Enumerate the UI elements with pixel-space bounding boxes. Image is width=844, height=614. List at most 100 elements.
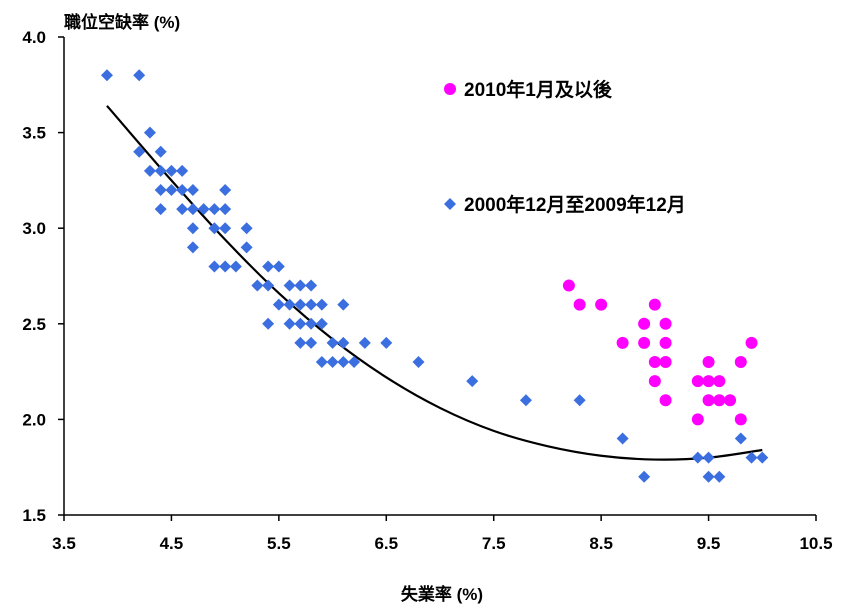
blue-point [187,203,199,215]
blue-point [144,165,156,177]
trend-line-group [107,106,762,460]
blue-point [155,203,167,215]
blue-point [262,318,274,330]
magenta-point [638,318,650,330]
magenta-point [724,394,736,406]
blue-point [219,203,231,215]
legend-label-2000-2009: 2000年12月至2009年12月 [464,193,686,216]
blue-point [273,299,285,311]
blue-point [735,433,747,445]
magenta-point [649,299,661,311]
legend-marker-magenta [444,83,456,95]
blue-point [305,318,317,330]
legend: 2010年1月及以後 2000年12月至2009年12月 [444,78,686,216]
magenta-point [713,375,725,387]
blue-point [187,241,199,253]
blue-point [155,146,167,158]
blue-point [187,222,199,234]
blue-point [337,299,349,311]
blue-point [316,299,328,311]
blue-point [713,471,725,483]
magenta-point [617,337,629,349]
magenta-point [692,375,704,387]
blue-point [617,433,629,445]
blue-point [155,184,167,196]
blue-point [262,280,274,292]
magenta-point [703,375,715,387]
y-tick-label: 3.5 [22,124,46,143]
blue-point [703,471,715,483]
x-tick-label: 9.5 [697,534,721,553]
magenta-point [735,413,747,425]
trend-line [107,106,762,460]
blue-point [219,222,231,234]
magenta-point [660,356,672,368]
magenta-point [692,413,704,425]
legend-marker-blue [444,198,456,210]
blue-point [327,356,339,368]
magenta-point [563,280,575,292]
blue-point [176,203,188,215]
blue-point [251,280,263,292]
magenta-point [574,299,586,311]
magenta-point [660,337,672,349]
y-axis-title: 職位空缺率 (%) [64,12,180,32]
blue-point [101,69,113,81]
magenta-point [660,318,672,330]
blue-point [327,337,339,349]
magenta-point [703,356,715,368]
data-points [101,69,768,483]
blue-point [305,280,317,292]
blue-point [144,127,156,139]
blue-point [359,337,371,349]
blue-point [230,260,242,272]
blue-point [284,280,296,292]
y-tick-label: 4.0 [22,28,46,47]
y-tick-label: 1.5 [22,506,46,525]
blue-point [241,222,253,234]
blue-point [337,337,349,349]
blue-point [241,241,253,253]
magenta-point [638,337,650,349]
blue-point [520,394,532,406]
magenta-point [735,356,747,368]
magenta-point [713,394,725,406]
blue-point [638,471,650,483]
x-tick-label: 4.5 [160,534,184,553]
blue-point [208,203,220,215]
blue-point [262,260,274,272]
x-tick-label: 6.5 [374,534,398,553]
x-tick-label: 5.5 [267,534,291,553]
magenta-point [703,394,715,406]
blue-point [756,452,768,464]
x-tick-label: 10.5 [799,534,832,553]
legend-label-2010: 2010年1月及以後 [464,78,613,101]
y-tick-label: 3.0 [22,219,46,238]
blue-point [294,337,306,349]
x-tick-label: 3.5 [52,534,76,553]
blue-point [413,356,425,368]
blue-point [133,69,145,81]
blue-point [294,280,306,292]
blue-point [219,260,231,272]
blue-point [337,356,349,368]
blue-point [703,452,715,464]
blue-point [466,375,478,387]
axes [58,37,816,521]
y-tick-label: 2.5 [22,315,46,334]
blue-point [155,165,167,177]
blue-point [316,356,328,368]
blue-point [176,184,188,196]
blue-point [305,299,317,311]
blue-point [187,184,199,196]
blue-point [208,260,220,272]
magenta-point [660,394,672,406]
blue-point [692,452,704,464]
blue-point [219,184,231,196]
x-tick-label: 8.5 [589,534,613,553]
x-tick-label: 7.5 [482,534,506,553]
blue-point [380,337,392,349]
y-tick-label: 2.0 [22,410,46,429]
magenta-point [746,337,758,349]
